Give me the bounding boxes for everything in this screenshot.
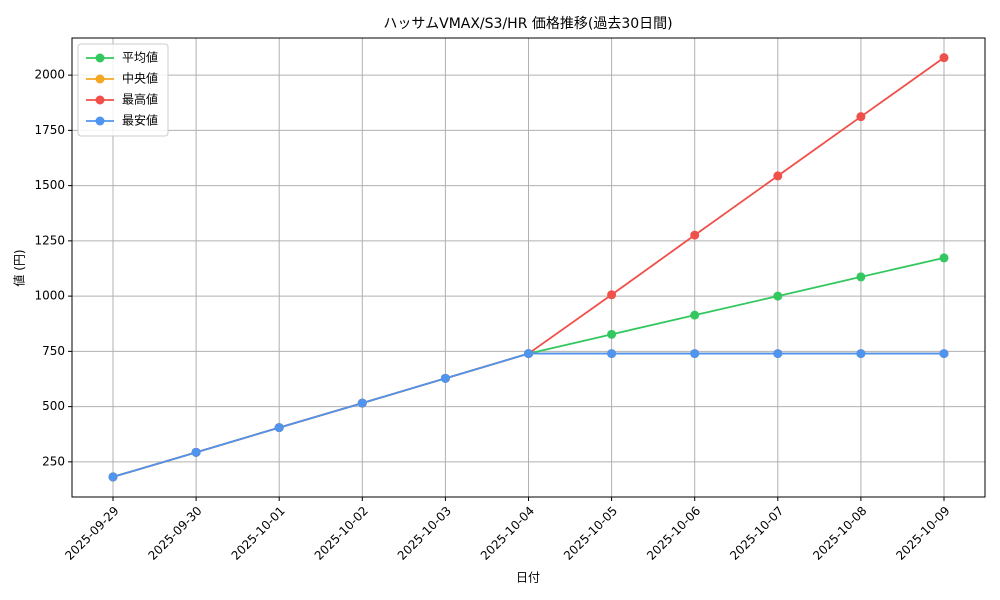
- x-tick-label: 2025-09-30: [145, 504, 204, 563]
- x-tick-label: 2025-10-02: [312, 504, 371, 563]
- point: [607, 349, 617, 359]
- point: [690, 349, 700, 359]
- point: [939, 253, 949, 263]
- point: [939, 53, 949, 63]
- y-tick-label: 250: [42, 454, 65, 468]
- x-tick-label: 2025-10-04: [478, 504, 537, 563]
- y-tick-label: 1000: [34, 289, 65, 303]
- point: [690, 230, 700, 240]
- point: [607, 290, 617, 300]
- point: [856, 349, 866, 359]
- plot-frame: [71, 37, 986, 498]
- y-tick-label: 1750: [34, 123, 65, 137]
- point: [191, 447, 201, 457]
- x-tick-label: 2025-10-03: [395, 504, 454, 563]
- y-tick-label: 500: [42, 399, 65, 413]
- legend-label: 最高値: [122, 92, 158, 107]
- legend-marker: [95, 53, 105, 63]
- legend-label: 最安値: [122, 113, 158, 128]
- legend-label: 中央値: [122, 71, 158, 86]
- point: [773, 291, 783, 301]
- y-tick-label: 750: [42, 344, 65, 358]
- x-tick-label: 2025-10-09: [893, 504, 952, 563]
- point: [274, 423, 284, 433]
- chart-title: ハッサムVMAX/S3/HR 価格推移(過去30日間): [383, 16, 672, 32]
- x-tick-label: 2025-10-08: [810, 504, 869, 563]
- point: [108, 472, 118, 482]
- x-tick-label: 2025-09-29: [62, 504, 121, 563]
- y-axis-label: 値 (円): [12, 249, 27, 286]
- legend-marker: [95, 95, 105, 105]
- legend-box: [77, 43, 169, 137]
- legend-marker: [95, 74, 105, 84]
- point: [357, 398, 367, 408]
- point: [607, 329, 617, 339]
- y-tick-label: 2000: [34, 68, 65, 82]
- point: [524, 349, 533, 359]
- point: [690, 310, 700, 320]
- point: [939, 349, 949, 359]
- y-tick-label: 1500: [34, 178, 65, 192]
- legend-marker: [95, 116, 105, 126]
- x-axis-label: 日付: [516, 571, 540, 585]
- x-tick-label: 2025-10-05: [561, 504, 620, 563]
- point: [856, 112, 866, 122]
- x-tick-label: 2025-10-01: [229, 504, 288, 563]
- y-tick-label: 1250: [34, 233, 65, 247]
- point: [773, 171, 783, 181]
- point: [440, 373, 450, 383]
- legend-label: 平均値: [122, 50, 158, 65]
- x-tick-label: 2025-10-06: [644, 504, 703, 563]
- point: [856, 272, 866, 282]
- x-tick-label: 2025-10-07: [727, 504, 786, 563]
- point: [773, 349, 783, 359]
